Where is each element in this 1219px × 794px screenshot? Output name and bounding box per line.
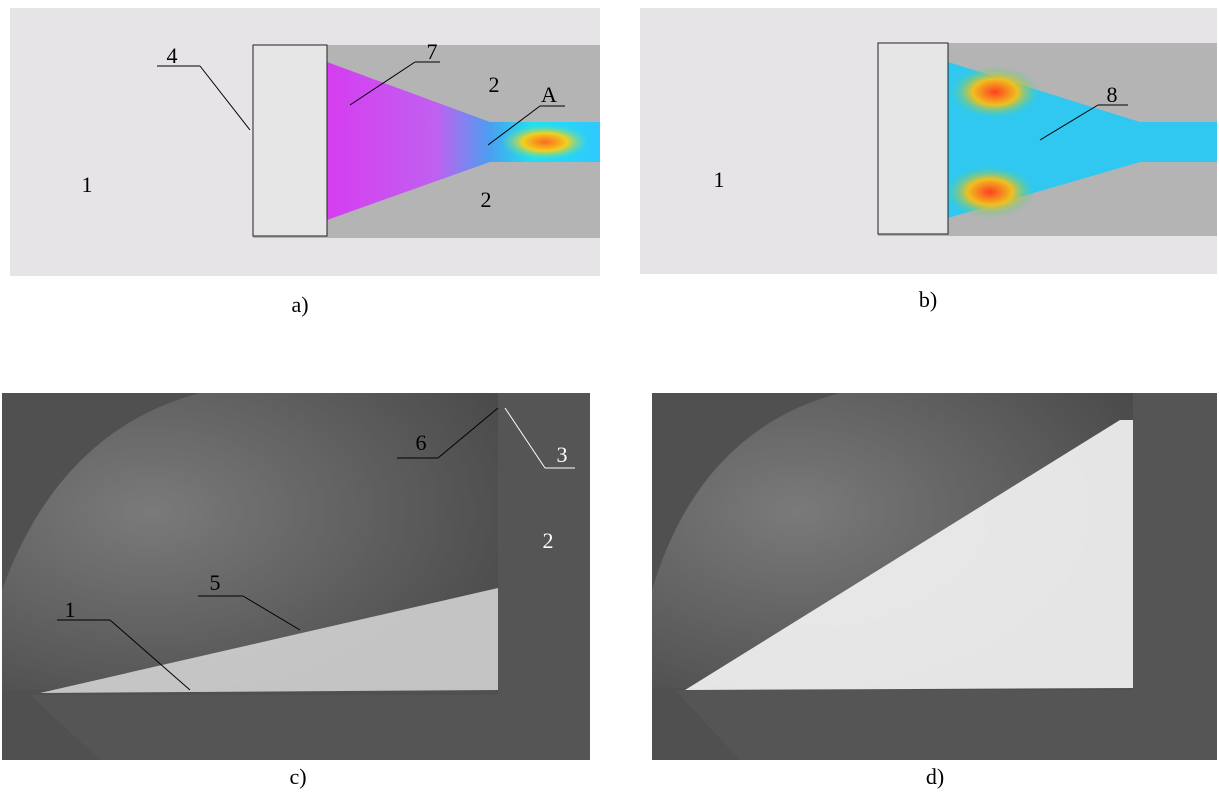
label: 1	[65, 597, 76, 622]
panel-c: 6 3 2 5 1 c)	[2, 393, 590, 789]
label: 6	[416, 430, 427, 455]
label: 1	[82, 172, 93, 197]
label: 8	[1107, 82, 1118, 107]
label: 2	[481, 187, 492, 212]
label: 2	[489, 72, 500, 97]
label: 4	[167, 43, 178, 68]
figure: 4 7 2 A 2 1 a) 1 8 b) 6 3 2 5 1 c)	[0, 0, 1219, 794]
panel-d: d)	[652, 393, 1217, 789]
nozzle-box	[253, 45, 327, 236]
hot-zone	[950, 66, 1040, 118]
label: 7	[427, 39, 438, 64]
caption: b)	[919, 287, 937, 312]
label: A	[541, 82, 557, 107]
label: 1	[714, 167, 725, 192]
caption: d)	[926, 764, 944, 789]
label: 2	[543, 528, 554, 553]
hot-zone	[945, 166, 1035, 218]
panel-b: 1 8 b)	[640, 8, 1217, 312]
hot-zone	[500, 124, 590, 160]
nozzle-box	[878, 43, 948, 234]
caption: c)	[289, 764, 306, 789]
label: 3	[557, 442, 568, 467]
label: 5	[210, 570, 221, 595]
caption: a)	[291, 292, 308, 317]
panel-a: 4 7 2 A 2 1 a)	[10, 8, 600, 317]
